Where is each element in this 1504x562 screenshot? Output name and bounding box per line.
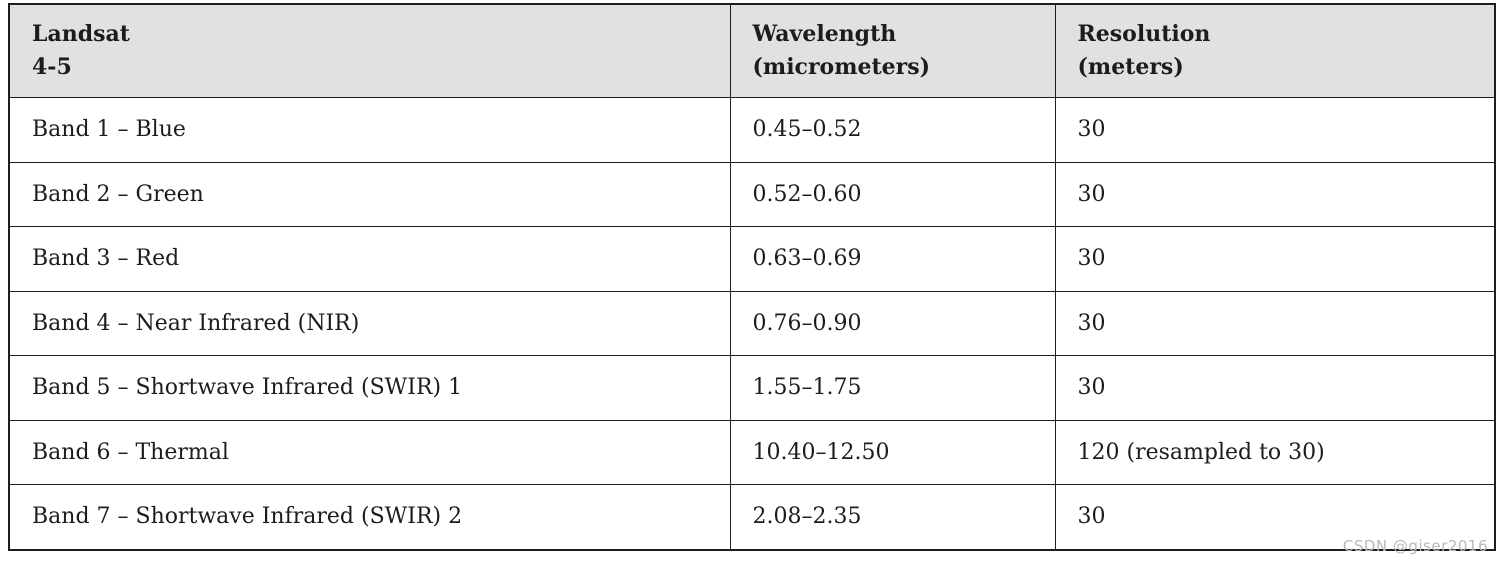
table-row: Band 5 – Shortwave Infrared (SWIR) 1 1.5… xyxy=(8,355,1496,421)
band-cell: Band 7 – Shortwave Infrared (SWIR) 2 xyxy=(8,484,731,550)
header-resolution: Resolution (meters) xyxy=(1054,3,1496,98)
band-cell: Band 1 – Blue xyxy=(8,97,731,163)
wavelength-cell: 0.45–0.52 xyxy=(729,97,1056,163)
wavelength-cell: 2.08–2.35 xyxy=(729,484,1056,550)
band-cell: Band 3 – Red xyxy=(8,226,731,292)
header-resolution-line2: (meters) xyxy=(1077,54,1184,80)
watermark: CSDN @giser2016 xyxy=(1342,537,1488,555)
header-wavelength: Wavelength (micrometers) xyxy=(729,3,1056,98)
header-landsat-line1: Landsat xyxy=(32,21,130,47)
wavelength-cell: 10.40–12.50 xyxy=(729,419,1056,485)
table-row: Band 1 – Blue 0.45–0.52 30 xyxy=(8,97,1496,163)
band-cell: Band 5 – Shortwave Infrared (SWIR) 1 xyxy=(8,355,731,421)
table-row: Band 4 – Near Infrared (NIR) 0.76–0.90 3… xyxy=(8,290,1496,356)
wavelength-cell: 0.52–0.60 xyxy=(729,161,1056,227)
table-header: Landsat 4-5 Wavelength (micrometers) Res… xyxy=(8,3,1496,98)
wavelength-cell: 0.76–0.90 xyxy=(729,290,1056,356)
band-cell: Band 4 – Near Infrared (NIR) xyxy=(8,290,731,356)
header-resolution-line1: Resolution xyxy=(1077,21,1211,47)
wavelength-cell: 0.63–0.69 xyxy=(729,226,1056,292)
table-body: Band 1 – Blue 0.45–0.52 30 Band 2 – Gree… xyxy=(8,97,1496,550)
resolution-cell: 30 xyxy=(1054,161,1496,227)
wavelength-cell: 1.55–1.75 xyxy=(729,355,1056,421)
table-row: Band 7 – Shortwave Infrared (SWIR) 2 2.0… xyxy=(8,484,1496,550)
table-row: Band 3 – Red 0.63–0.69 30 xyxy=(8,226,1496,292)
header-landsat: Landsat 4-5 xyxy=(8,3,731,98)
table-row: Band 2 – Green 0.52–0.60 30 xyxy=(8,161,1496,227)
resolution-cell: 30 xyxy=(1054,355,1496,421)
band-cell: Band 6 – Thermal xyxy=(8,419,731,485)
resolution-cell: 30 xyxy=(1054,290,1496,356)
table-row: Band 6 – Thermal 10.40–12.50 120 (resamp… xyxy=(8,419,1496,485)
resolution-cell: 30 xyxy=(1054,97,1496,163)
header-wavelength-line1: Wavelength xyxy=(752,21,897,47)
header-wavelength-line2: (micrometers) xyxy=(752,54,931,80)
resolution-cell: 120 (resampled to 30) xyxy=(1054,419,1496,485)
resolution-cell: 30 xyxy=(1054,484,1496,550)
landsat-bands-table: Landsat 4-5 Wavelength (micrometers) Res… xyxy=(8,3,1496,551)
header-landsat-line2: 4-5 xyxy=(32,54,72,80)
resolution-cell: 30 xyxy=(1054,226,1496,292)
table-header-row: Landsat 4-5 Wavelength (micrometers) Res… xyxy=(8,3,1496,98)
band-cell: Band 2 – Green xyxy=(8,161,731,227)
